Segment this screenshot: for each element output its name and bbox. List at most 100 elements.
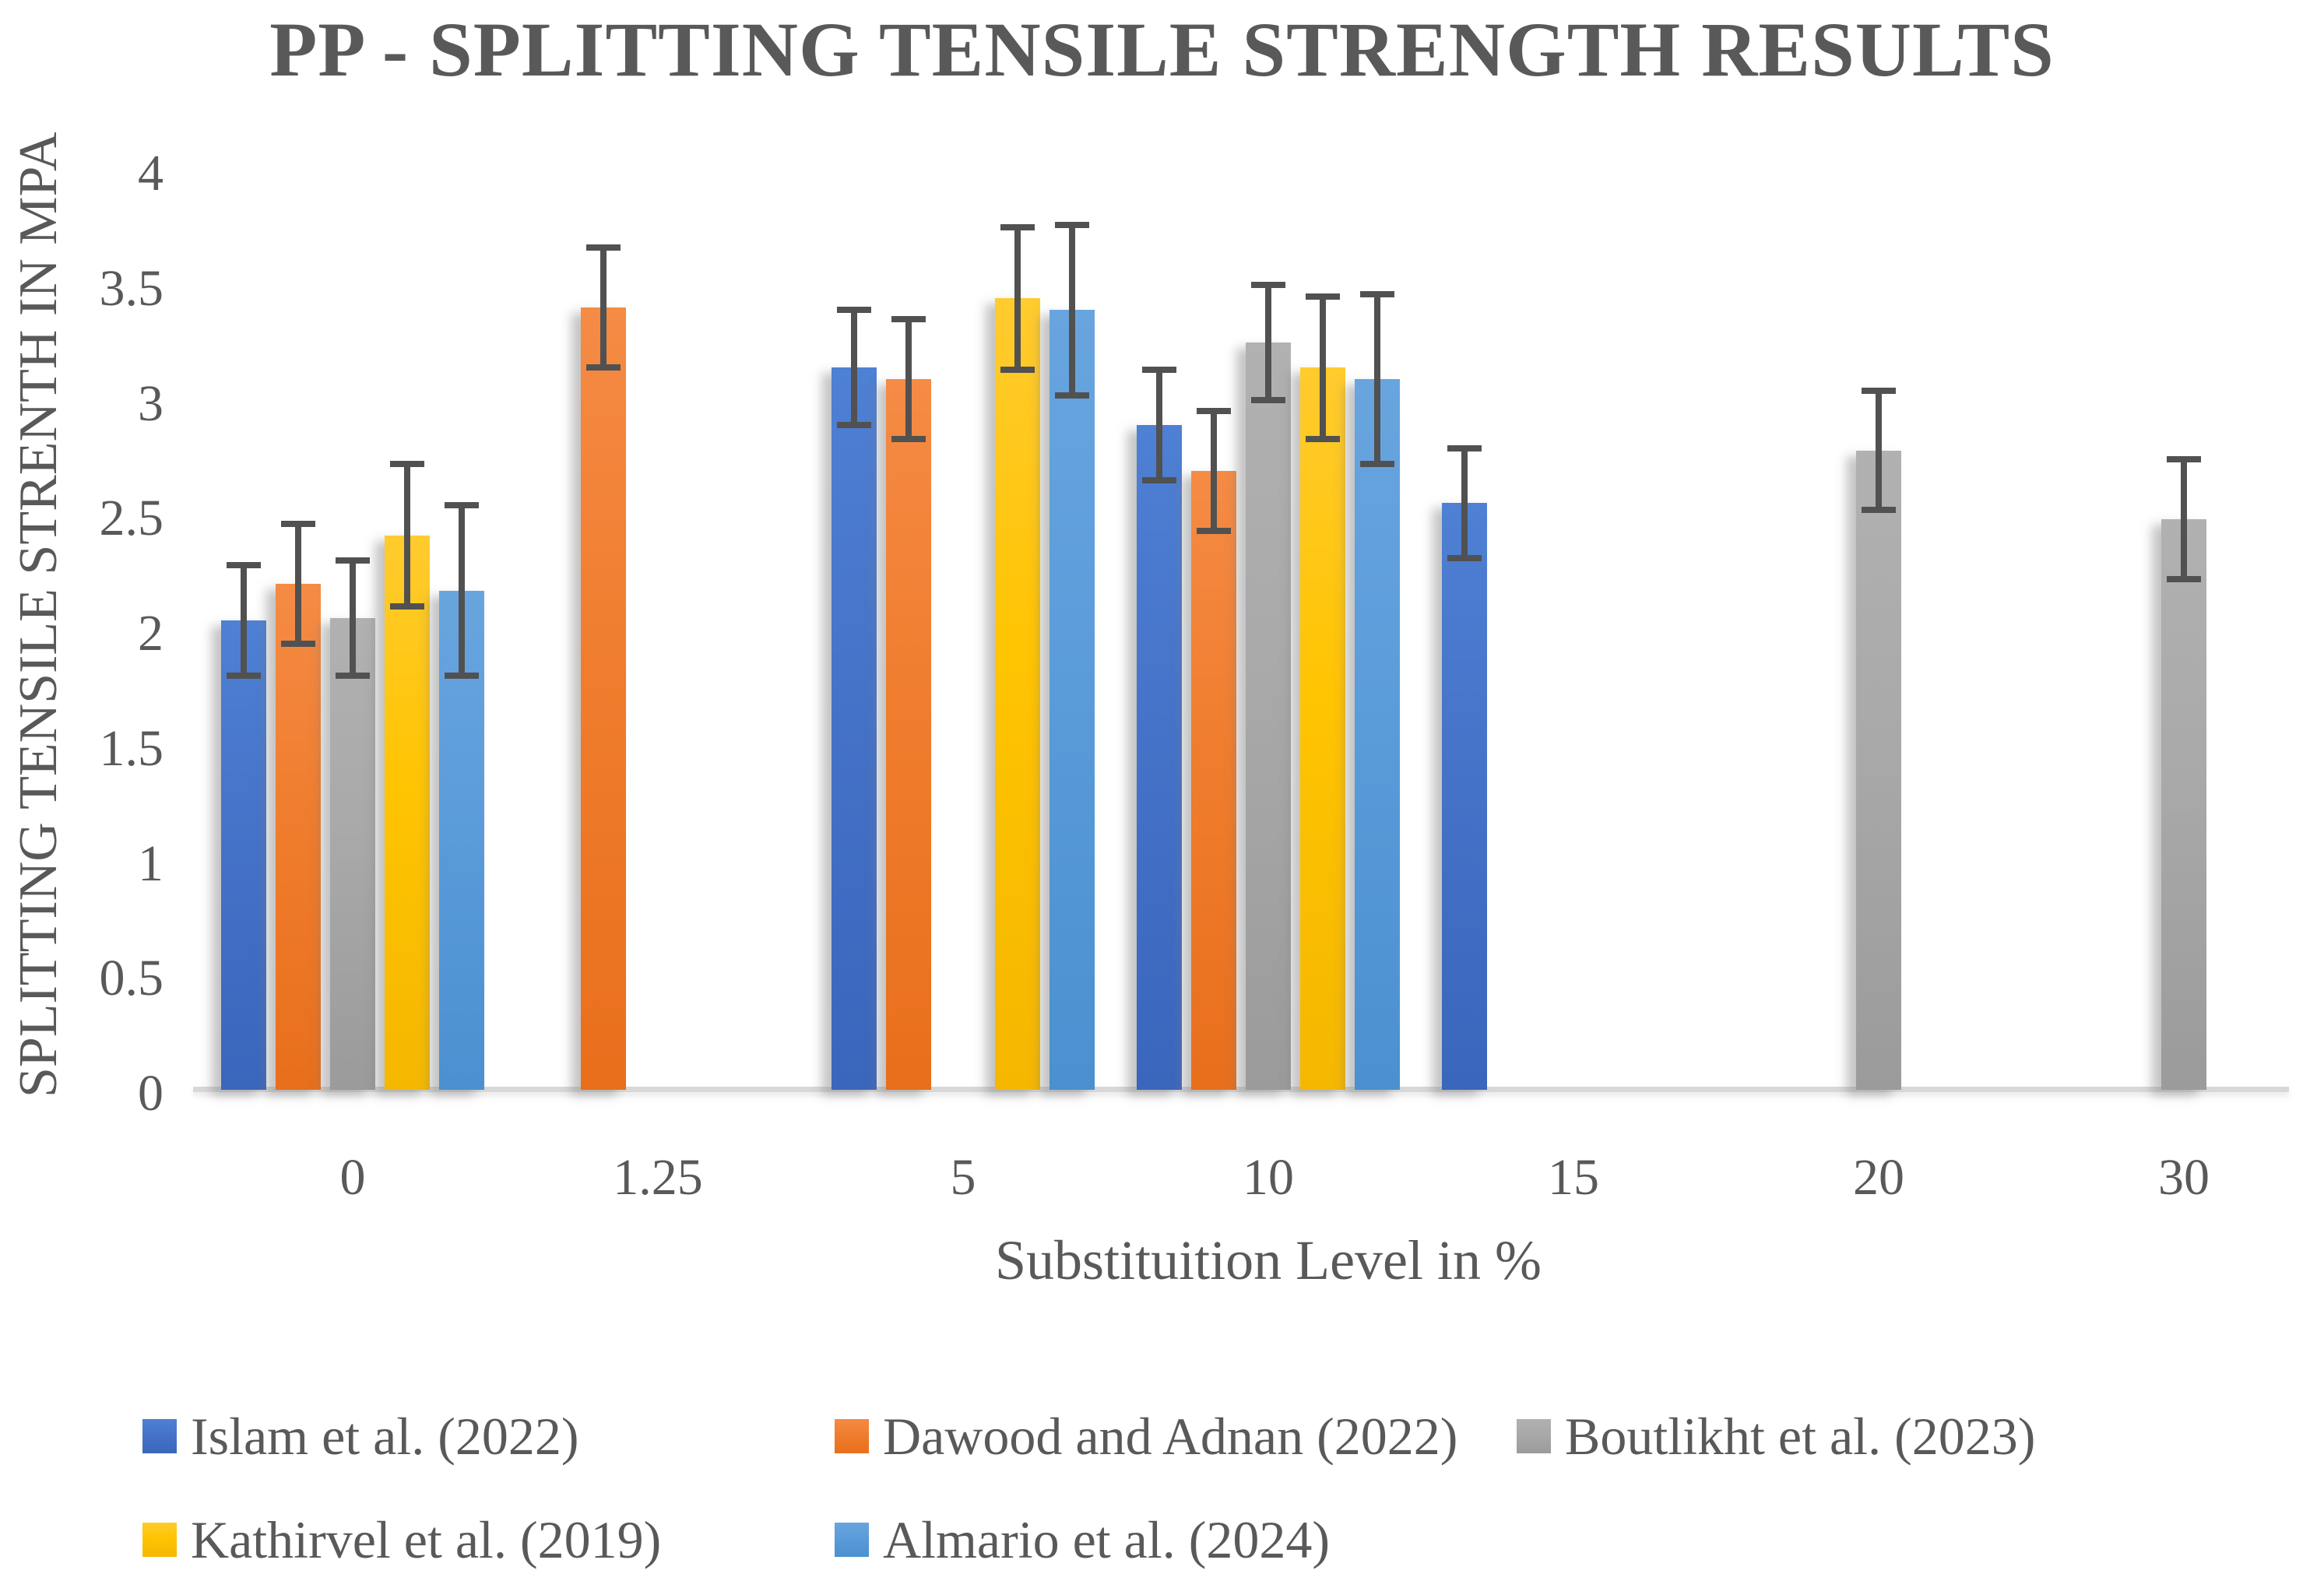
error-bar [600,248,606,368]
error-bar [1265,284,1271,400]
error-bar [1197,408,1231,415]
error-bar [1251,396,1285,403]
bar-kathirvel-10 [1300,367,1345,1090]
error-bar [1211,411,1217,531]
error-bar [891,316,926,323]
error-bar [1055,221,1089,228]
error-bar [1306,435,1340,442]
error-bar [1306,293,1340,300]
error-bar [586,244,621,251]
x-tick-label: 0 [339,1149,366,1206]
error-bar [1447,555,1482,562]
y-tick-label: 0.5 [99,950,164,1007]
chart-title: PP - SPLITTING TENSILE STRENGTH RESULTS [269,6,2055,93]
error-bar [336,673,370,680]
error-bar [1156,370,1162,480]
y-tick-label: 3 [138,374,163,432]
error-bar [1142,367,1176,374]
legend-swatch-icon [142,1523,177,1557]
error-bar [350,560,356,676]
error-bar [1000,367,1035,374]
bar-kathirvel-0 [385,535,430,1090]
error-bar [1360,290,1394,297]
bar-dawood-0 [276,583,321,1090]
error-bar [445,502,479,509]
error-bar [227,562,261,569]
legend-label: Boutlikht et al. (2023) [1565,1407,2036,1466]
error-bar [445,673,479,680]
y-tick-label: 1 [138,834,163,892]
y-tick-label: 1.5 [99,719,164,777]
bar-almario-5 [1049,310,1095,1090]
error-bar [1197,527,1231,534]
error-bar [1000,223,1035,230]
bar-boutlikht-0 [330,618,375,1090]
error-bar [851,310,857,425]
legend-swatch-icon [835,1419,869,1453]
error-bar [1374,293,1380,465]
error-bar [1862,387,1896,394]
error-bar [586,364,621,371]
error-bar [905,319,912,439]
x-tick-label: 20 [1853,1149,1904,1206]
legend-swatch-icon [1517,1419,1551,1453]
bar-dawood-10 [1191,471,1236,1090]
bar-dawood-5 [886,378,931,1090]
bar-islam-10 [1137,425,1182,1090]
x-axis-baseline [193,1087,2289,1092]
x-tick-label: 10 [1243,1149,1294,1206]
x-tick-label: 30 [2158,1149,2210,1206]
error-bar [1069,224,1075,395]
error-bar [404,464,410,607]
error-bar [2181,459,2187,579]
error-bar [2167,456,2201,463]
legend-label: Islam et al. (2022) [191,1407,579,1466]
error-bar [1251,281,1285,288]
error-bar [227,673,261,680]
legend-label: Kathirvel et al. (2019) [191,1510,662,1569]
legend-label: Almario et al. (2024) [883,1510,1331,1569]
error-bar [241,565,247,676]
bar-boutlikht-30 [2161,519,2206,1090]
legend-swatch-icon [835,1523,869,1557]
error-bar [390,603,424,610]
y-tick-label: 0 [138,1065,163,1122]
y-tick-label: 2.5 [99,490,164,547]
y-tick-label: 2 [138,605,163,662]
error-bar [1142,476,1176,483]
bar-islam-0 [221,620,266,1090]
legend-swatch-icon [142,1419,177,1453]
bar-dawood-1.25 [581,307,626,1090]
error-bar [336,557,370,564]
bar-islam-15 [1442,503,1487,1090]
error-bar [1014,227,1021,371]
error-bar [390,461,424,468]
error-bar [837,307,871,314]
x-tick-label: 5 [950,1149,976,1206]
y-tick-label: 3.5 [99,259,164,317]
x-axis-title: Substituition Level in % [995,1229,1542,1291]
error-bar [1055,392,1089,399]
x-tick-label: 15 [1548,1149,1599,1206]
bar-almario-10 [1355,378,1400,1090]
error-bar [1461,448,1468,559]
error-bar [891,435,926,442]
x-tick-label: 1.25 [613,1149,703,1206]
error-bar [281,640,315,647]
error-bar [1876,390,1882,511]
error-bar [1862,507,1896,514]
error-bar [2167,575,2201,582]
error-bar [1360,461,1394,468]
error-bar [459,505,465,676]
y-tick-label: 4 [138,145,163,202]
bar-boutlikht-10 [1246,342,1291,1090]
bar-boutlikht-20 [1856,450,1901,1090]
error-bar [1447,444,1482,451]
error-bar [281,521,315,528]
bar-kathirvel-5 [995,298,1040,1090]
legend-label: Dawood and Adnan (2022) [883,1407,1458,1466]
error-bar [837,422,871,428]
error-bar [295,524,301,644]
error-bar [1320,296,1326,439]
